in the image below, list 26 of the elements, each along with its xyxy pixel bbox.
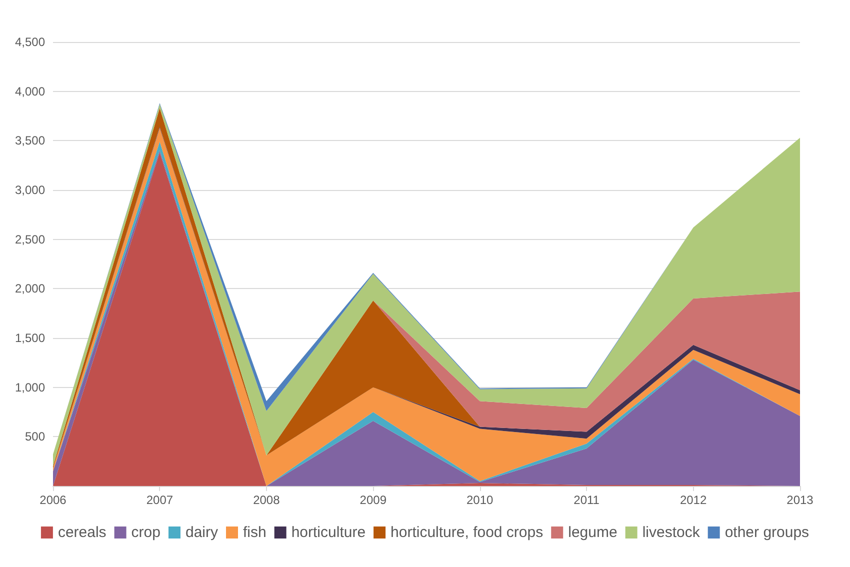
y-tick-label: 2,500 <box>14 232 46 246</box>
x-tick-label: 2006 <box>40 493 67 507</box>
y-tick-label: 1,500 <box>14 331 46 345</box>
legend-label: other groups <box>724 524 810 541</box>
x-tick-label: 2010 <box>466 493 494 507</box>
x-tick-label: 2012 <box>680 493 707 507</box>
x-tick-label: 2009 <box>360 493 387 507</box>
legend-label: livestock <box>642 524 700 541</box>
y-tick-label: 4,000 <box>14 84 46 98</box>
x-tick-label: 2013 <box>786 493 814 507</box>
x-tick-label: 2007 <box>146 493 174 507</box>
y-tick-label: 4,500 <box>14 35 46 49</box>
legend-label: horticulture, food crops <box>390 524 544 541</box>
legend-label: horticulture <box>291 524 366 541</box>
y-tick-label: 3,000 <box>14 183 46 197</box>
legend-label: dairy <box>185 524 218 541</box>
y-tick-label: 3,500 <box>14 134 46 148</box>
y-tick-label: 2,000 <box>14 282 46 296</box>
legend-label: legume <box>568 524 618 541</box>
legend-label: crop <box>131 524 160 541</box>
legend-label: fish <box>242 524 266 541</box>
y-tick-label: 1,000 <box>14 380 46 394</box>
x-tick-label: 2011 <box>574 493 600 507</box>
legend-label: cereals <box>58 524 106 541</box>
y-tick-label: 500 <box>24 430 46 444</box>
x-tick-label: 2008 <box>253 493 280 507</box>
